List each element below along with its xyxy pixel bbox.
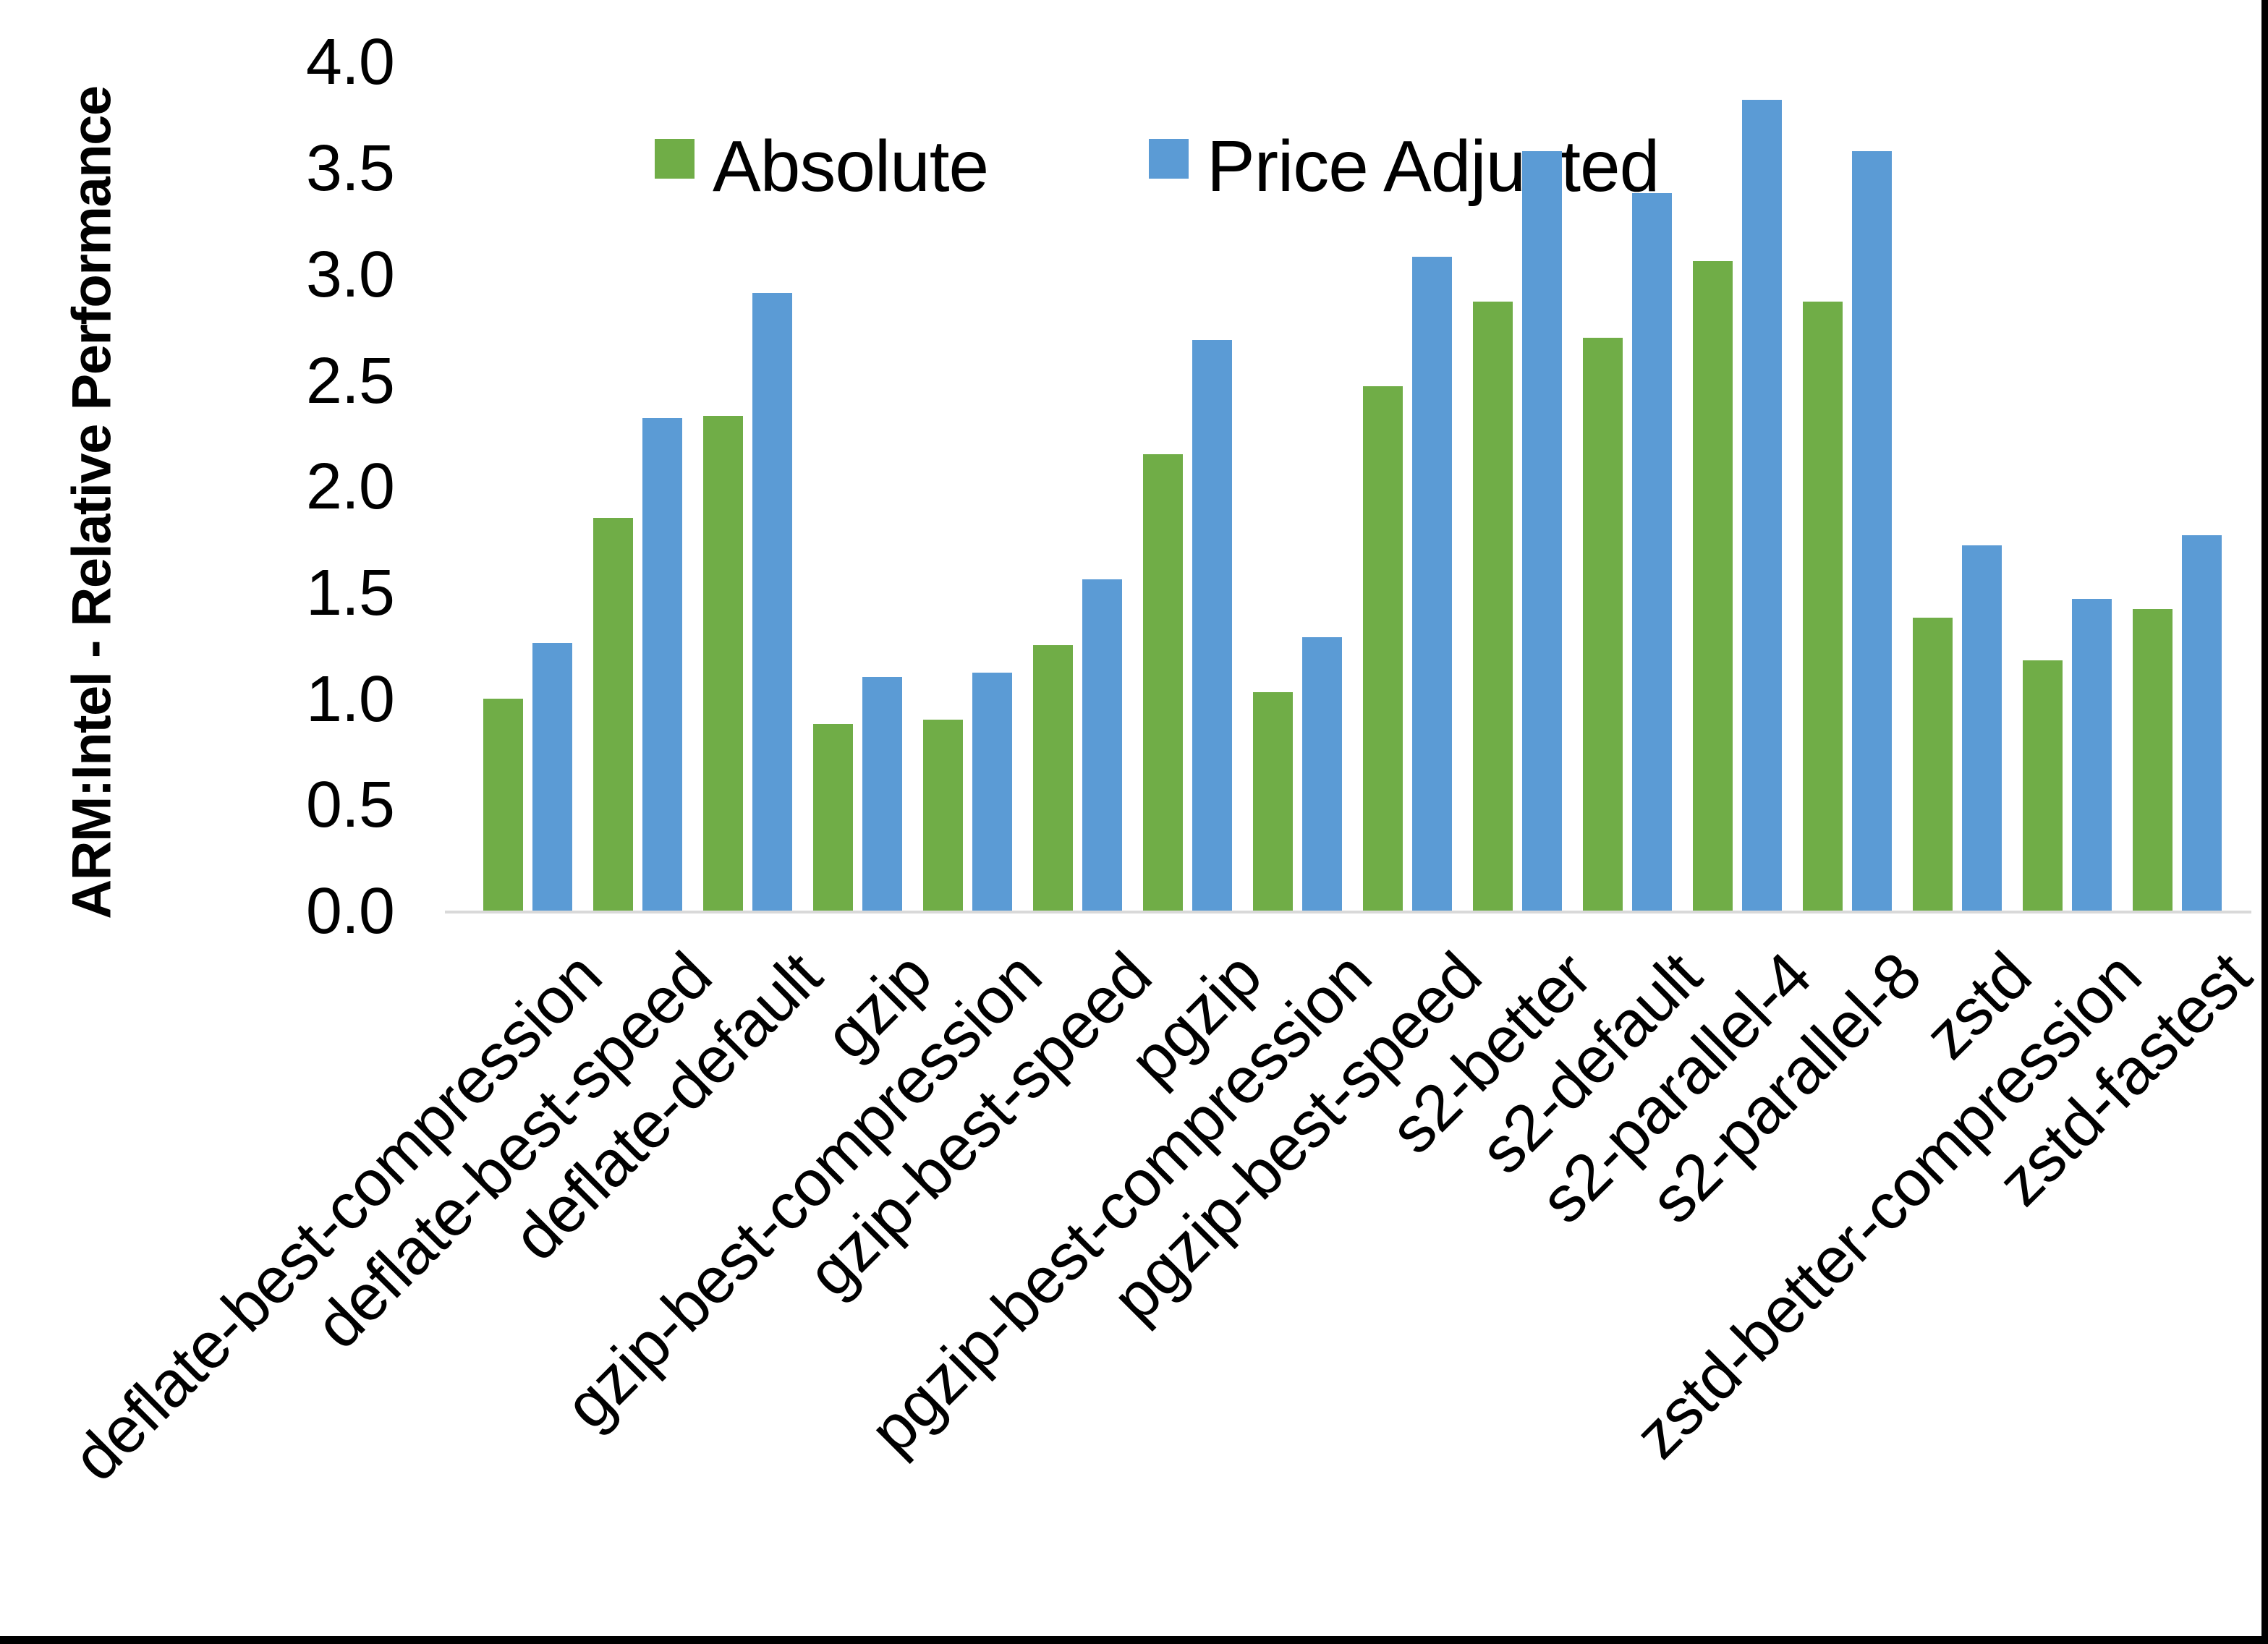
bar-absolute-zstd-fastest bbox=[2133, 609, 2173, 911]
legend-label-price-adjusted: Price Adjusted bbox=[1207, 126, 1660, 207]
bar-absolute-deflate-best-compression bbox=[483, 699, 523, 911]
bar-price-adjusted-pgzip bbox=[1192, 340, 1232, 911]
legend-swatch-price-adjusted bbox=[1149, 139, 1189, 179]
bar-absolute-s2-better bbox=[1473, 302, 1513, 911]
bar-price-adjusted-s2-parallel-8 bbox=[1852, 151, 1892, 911]
legend-swatch-absolute bbox=[655, 139, 695, 179]
bar-absolute-s2-default bbox=[1583, 338, 1623, 911]
y-tick-label: 2.5 bbox=[305, 344, 395, 417]
bar-absolute-zstd-better-compression bbox=[2023, 660, 2063, 911]
bar-absolute-pgzip bbox=[1143, 454, 1183, 911]
bar-absolute-pgzip-best-compression bbox=[1253, 692, 1293, 911]
y-tick-label: 1.0 bbox=[305, 663, 395, 736]
bar-price-adjusted-deflate-best-compression bbox=[532, 643, 572, 911]
bar-price-adjusted-deflate-best-speed bbox=[642, 418, 682, 911]
bar-price-adjusted-zstd-fastest bbox=[2182, 535, 2222, 911]
x-axis-baseline bbox=[445, 911, 2251, 913]
bar-price-adjusted-pgzip-best-compression bbox=[1302, 637, 1342, 911]
bar-price-adjusted-gzip-best-compression bbox=[972, 673, 1012, 911]
bar-absolute-gzip bbox=[813, 724, 853, 911]
legend-label-absolute: Absolute bbox=[713, 126, 989, 207]
bar-absolute-deflate-best-speed bbox=[593, 518, 633, 911]
y-tick-label: 2.0 bbox=[305, 451, 395, 524]
bar-price-adjusted-s2-better bbox=[1522, 151, 1562, 911]
bar-price-adjusted-zstd bbox=[1962, 545, 2002, 911]
bar-absolute-deflate-default bbox=[703, 416, 743, 911]
bar-absolute-gzip-best-compression bbox=[923, 720, 963, 911]
bar-price-adjusted-gzip-best-speed bbox=[1082, 579, 1122, 911]
y-tick-label: 0.5 bbox=[305, 769, 395, 842]
y-tick-label: 3.5 bbox=[305, 132, 395, 205]
bar-price-adjusted-gzip bbox=[862, 677, 902, 911]
bar-absolute-gzip-best-speed bbox=[1033, 645, 1073, 911]
bar-absolute-s2-parallel-4 bbox=[1693, 261, 1733, 911]
bar-price-adjusted-zstd-better-compression bbox=[2072, 599, 2112, 911]
y-tick-label: 3.0 bbox=[305, 238, 395, 311]
y-tick-label: 4.0 bbox=[305, 26, 395, 99]
y-tick-label: 1.5 bbox=[305, 556, 395, 629]
bar-absolute-zstd bbox=[1913, 618, 1953, 911]
bar-absolute-pgzip-best-speed bbox=[1363, 386, 1403, 911]
bar-price-adjusted-s2-default bbox=[1632, 193, 1672, 911]
bar-absolute-s2-parallel-8 bbox=[1803, 302, 1843, 911]
bar-price-adjusted-deflate-default bbox=[752, 293, 792, 911]
bar-price-adjusted-pgzip-best-speed bbox=[1412, 257, 1452, 911]
y-tick-label: 0.0 bbox=[305, 875, 395, 947]
bar-price-adjusted-s2-parallel-4 bbox=[1742, 100, 1782, 911]
